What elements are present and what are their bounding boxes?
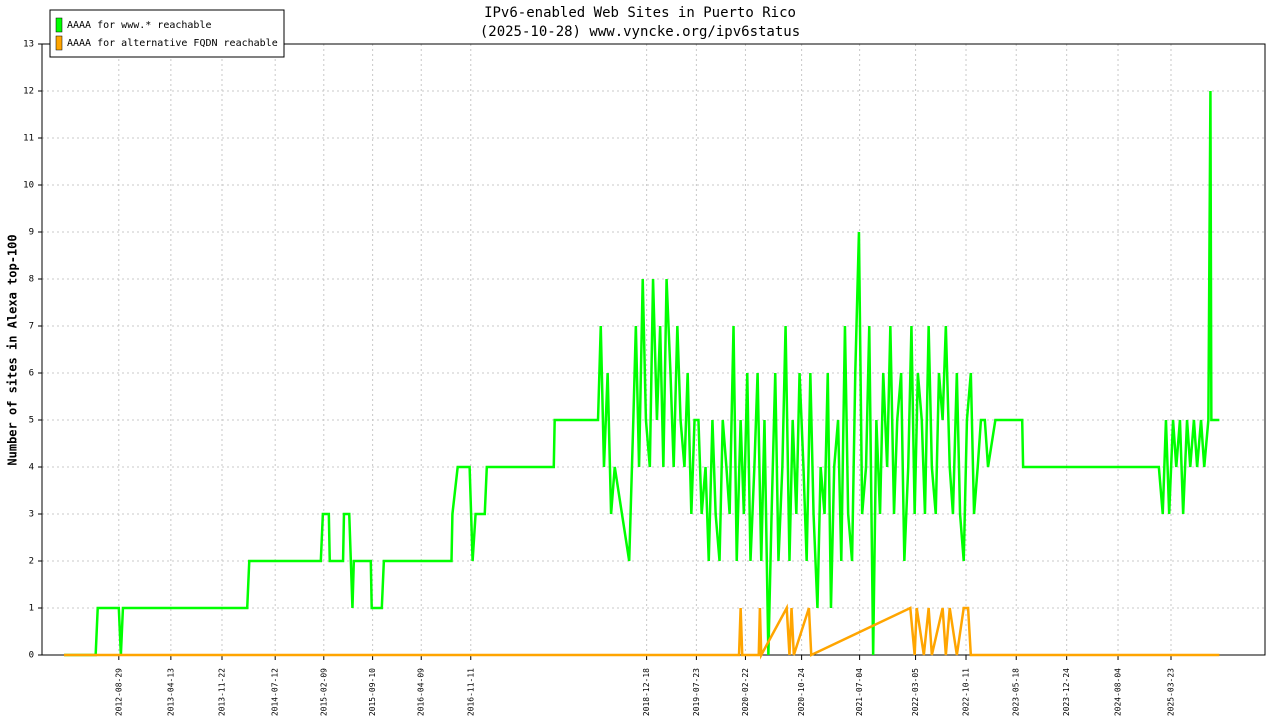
x-tick-label: 2022-10-11 <box>962 668 971 716</box>
y-tick-label: 2 <box>29 557 34 567</box>
x-tick-label: 2016-11-11 <box>466 668 475 716</box>
x-tick-label: 2020-10-24 <box>797 668 806 716</box>
x-tick-label: 2020-02-22 <box>741 668 750 716</box>
x-tick-label: 2015-09-10 <box>368 668 377 716</box>
x-tick-label: 2023-05-18 <box>1012 668 1021 716</box>
x-tick-label: 2019-07-23 <box>692 668 701 716</box>
x-tick-label: 2014-07-12 <box>271 668 280 716</box>
chart-subtitle: (2025-10-28) www.vyncke.org/ipv6status <box>480 24 800 40</box>
y-tick-label: 10 <box>23 181 34 191</box>
y-tick-label: 1 <box>29 604 34 614</box>
x-tick-label: 2022-03-05 <box>911 668 920 716</box>
y-tick-label: 3 <box>29 510 34 520</box>
x-tick-label: 2018-12-18 <box>642 668 651 716</box>
legend-swatch <box>55 17 63 33</box>
y-tick-label: 12 <box>23 87 34 97</box>
x-tick-label: 2016-04-09 <box>417 668 426 716</box>
x-tick-label: 2013-04-13 <box>166 668 175 716</box>
legend: AAAA for www.* reachable AAAA for alterna… <box>49 9 285 58</box>
x-tick-label: 2025-03-23 <box>1166 668 1175 716</box>
y-tick-label: 13 <box>23 40 34 50</box>
y-tick-label: 7 <box>29 322 34 332</box>
x-tick-label: 2012-08-29 <box>114 668 123 716</box>
data-line <box>64 90 1220 657</box>
x-tick-label: 2023-12-24 <box>1062 668 1071 716</box>
y-tick-label: 8 <box>29 275 34 285</box>
y-axis-label: Number of sites in Alexa top-100 <box>6 234 20 465</box>
legend-label: AAAA for www.* reachable <box>67 20 212 31</box>
y-tick-label: 6 <box>29 369 34 379</box>
legend-swatch <box>55 35 63 51</box>
x-tick-label: 2013-11-22 <box>217 668 226 716</box>
y-tick-label: 4 <box>29 463 34 473</box>
y-tick-label: 5 <box>29 416 34 426</box>
legend-label: AAAA for alternative FQDN reachable <box>67 38 278 49</box>
y-tick-label: 11 <box>23 134 34 144</box>
legend-box <box>49 9 285 58</box>
y-tick-label: 0 <box>29 651 34 661</box>
x-tick-label: 2015-02-09 <box>319 668 328 716</box>
x-tick-label: 2021-07-04 <box>855 668 864 716</box>
x-tick-label: 2024-08-04 <box>1114 668 1123 716</box>
data-line <box>64 603 1220 660</box>
chart-title: IPv6-enabled Web Sites in Puerto Rico <box>484 5 796 21</box>
y-tick-label: 9 <box>29 228 34 238</box>
